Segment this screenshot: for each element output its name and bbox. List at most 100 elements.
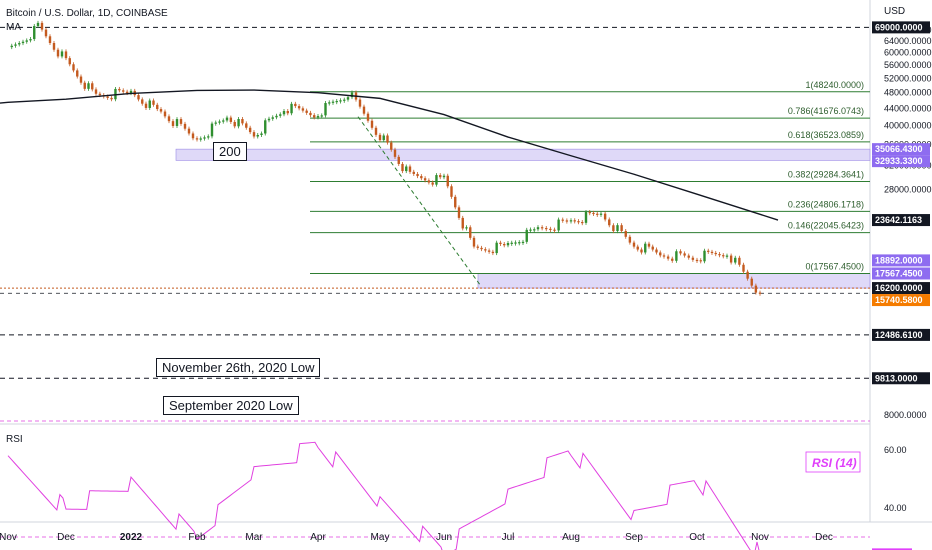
candle-body (536, 227, 540, 230)
candle-body (290, 103, 293, 114)
price-axis-value-text: 17567.4500 (875, 268, 923, 278)
candle-body (565, 220, 569, 222)
candle-body (339, 100, 342, 102)
rsi-line (7, 441, 760, 550)
candle-body (533, 229, 536, 231)
time-axis-label: Jun (436, 532, 452, 543)
candle-body (671, 258, 674, 261)
time-axis-label: 2022 (120, 532, 143, 543)
candle-body (33, 26, 36, 40)
price-axis-value-tag (872, 214, 930, 227)
candle-body (596, 213, 599, 215)
candle-body (659, 252, 662, 256)
candle-body (446, 175, 449, 187)
candle-body (282, 111, 286, 115)
candle-body (431, 182, 434, 185)
candle-body (48, 36, 52, 44)
price-axis-value-tag (872, 155, 930, 168)
price-axis-value-text: 15740.5800 (875, 295, 923, 305)
candle-body (557, 219, 560, 231)
fib-level-label: 0.618(36523.0859) (788, 130, 864, 140)
price-axis-tick-label: 52000.0000 (884, 73, 932, 83)
price-axis-value-text: 9813.0000 (875, 373, 918, 383)
candle-body (683, 253, 686, 256)
candle-body (191, 133, 195, 139)
candle-body (457, 207, 461, 218)
support-zone (175, 148, 871, 161)
candle-body (21, 41, 25, 44)
candle-body (699, 260, 702, 262)
candle-body (36, 22, 40, 27)
ma-indicator-label: MA (6, 22, 21, 33)
candle-body (691, 257, 695, 260)
candle-body (248, 127, 252, 133)
candle-body (335, 100, 338, 103)
candle-body (214, 122, 217, 124)
candle-body (636, 246, 639, 250)
candle-body (662, 255, 666, 257)
candle-body (279, 114, 282, 116)
candle-body (549, 228, 552, 231)
candle-body (122, 90, 125, 92)
candle-body (703, 250, 706, 262)
candle-body (328, 102, 331, 104)
candle-body (499, 242, 502, 245)
time-axis-label: Mar (245, 532, 263, 543)
price-axis-value-text: 32933.3300 (875, 156, 923, 166)
candle-body (98, 93, 102, 96)
candle-body (267, 118, 271, 121)
price-axis-value-tag (872, 372, 930, 385)
candle-body (68, 58, 71, 65)
candle-body (540, 227, 544, 229)
candle-body (252, 132, 256, 137)
candle-body (722, 255, 725, 257)
candle-body (195, 138, 199, 140)
time-axis-label: Dec (57, 532, 75, 543)
candle-body (754, 285, 758, 293)
candle-body (64, 51, 68, 59)
candle-body (245, 123, 248, 128)
candle-body (612, 225, 615, 232)
candle-body (350, 92, 354, 98)
candle-body (561, 219, 564, 221)
price-axis-tick-label: 44000.0000 (884, 103, 932, 113)
candle-body (25, 40, 28, 42)
candle-body (203, 137, 206, 139)
candle-body (738, 257, 741, 265)
price-axis-tick-label: 60000.0000 (884, 48, 932, 58)
candle-body (297, 106, 301, 109)
fib-level-label: 0.382(29284.3641) (788, 170, 864, 180)
chart-title: Bitcoin / U.S. Dollar, 1D, COINBASE (6, 8, 168, 19)
candle-body (408, 166, 412, 172)
candle-body (573, 220, 576, 222)
candle-body (343, 99, 346, 101)
currency-label: USD (884, 6, 906, 17)
candle-body (628, 236, 632, 243)
candle-body (725, 255, 729, 257)
time-axis-label: Dec (815, 532, 833, 543)
fib-level-label: 0(17567.4500) (805, 261, 864, 271)
price-axis-tick-label: 64000.0000 (884, 36, 932, 46)
candle-body (553, 229, 556, 231)
candle-body (233, 121, 236, 127)
candle-body (72, 64, 75, 71)
candle-body (397, 156, 400, 164)
candle-body (156, 104, 159, 110)
time-axis-label: Sep (625, 532, 643, 543)
candle-body (14, 44, 17, 46)
candle-body (301, 108, 305, 111)
ma200-label: 200 (213, 142, 247, 161)
candle-body (647, 243, 651, 247)
candle-body (222, 120, 225, 122)
candle-body (237, 118, 240, 127)
price-axis-value-tag (872, 143, 930, 156)
candle-body (581, 221, 584, 224)
time-axis-label: Nov (751, 532, 769, 543)
candle-body (484, 249, 487, 251)
candle-body (187, 128, 191, 134)
candle-body (210, 123, 214, 137)
candle-body (366, 113, 370, 121)
candle-body (469, 227, 472, 238)
candle-body (569, 220, 573, 222)
candle-body (40, 22, 44, 30)
